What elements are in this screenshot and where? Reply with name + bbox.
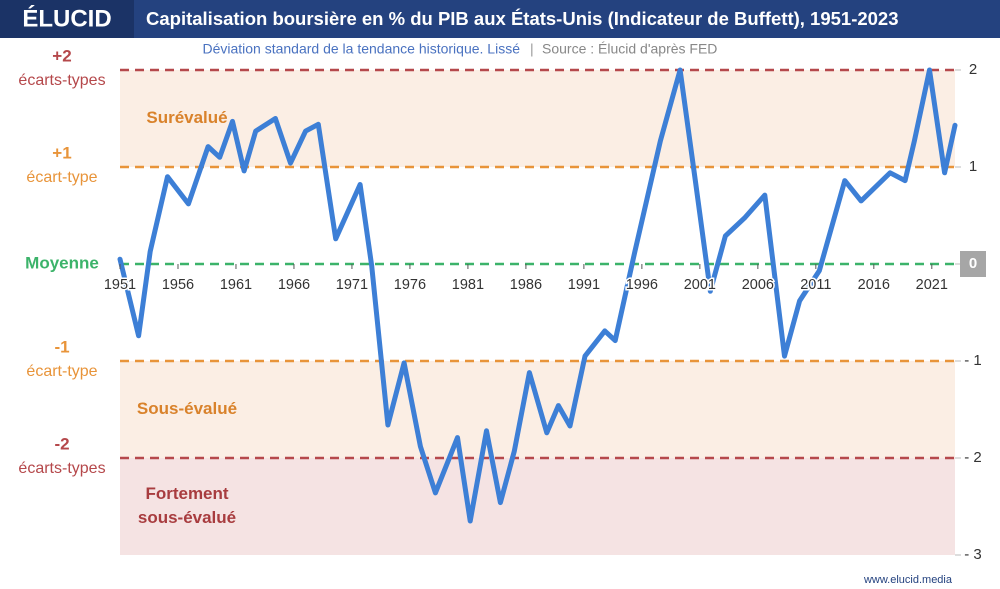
x-tick-label: 1986 <box>510 277 542 293</box>
subtitle: Déviation standard de la tendance histor… <box>202 41 520 57</box>
reference-label: +2 <box>52 46 71 65</box>
zone-label: Surévalué <box>146 108 227 127</box>
separator: | <box>530 41 534 57</box>
y-tick-label: 1 <box>969 158 977 175</box>
y-tick-label: - 2 <box>964 449 982 466</box>
source: Source : Élucid d'après FED <box>542 41 717 57</box>
reference-label: écarts-types <box>18 72 105 89</box>
y-tick-label: 0 <box>969 255 977 272</box>
zone <box>120 70 955 167</box>
x-tick-label: 2011 <box>800 277 831 293</box>
brand: ÉLUCID <box>22 4 111 32</box>
zone-label: sous-évalué <box>138 508 236 527</box>
reference-label: -1 <box>54 337 69 356</box>
plot: Surévalué Sous-évalué Fortement sous-évalué… <box>18 46 986 563</box>
chart-title: Capitalisation boursière en % du PIB aux… <box>146 8 899 29</box>
x-tick-label: 2001 <box>684 277 716 293</box>
y-tick-label: 2 <box>969 61 977 78</box>
reference-label: +1 <box>52 143 71 162</box>
x-tick-label: 1966 <box>278 277 310 293</box>
reference-label: -2 <box>54 434 69 453</box>
footer-bar <box>0 572 1000 589</box>
y-tick-label: - 3 <box>964 546 982 563</box>
footer: www.elucid.media <box>863 574 953 586</box>
x-tick-label: 1996 <box>626 277 658 293</box>
x-tick-label: 1981 <box>452 277 484 293</box>
x-tick-label: 1991 <box>568 277 600 293</box>
reference-label: écarts-types <box>18 460 105 477</box>
zone <box>120 458 955 555</box>
reference-label: Moyenne <box>25 253 99 272</box>
x-tick-label: 1956 <box>162 277 194 293</box>
series-line <box>117 67 958 524</box>
x-tick-label: 1961 <box>220 277 252 293</box>
x-tick-label: 2016 <box>858 277 890 293</box>
brand-box <box>0 0 134 38</box>
zero-box <box>960 251 986 277</box>
reference-label: écart-type <box>26 363 97 380</box>
zone-label: Sous-évalué <box>137 399 237 418</box>
zone-label: Fortement <box>145 484 228 503</box>
x-tick-label: 1971 <box>336 277 368 293</box>
y-tick-label: - 1 <box>964 352 982 369</box>
x-tick-label: 2006 <box>742 277 774 293</box>
x-tick-label: 1951 <box>104 277 136 293</box>
x-tick-label: 2021 <box>916 277 948 293</box>
header-bar <box>0 0 1000 38</box>
x-tick-label: 1976 <box>394 277 426 293</box>
reference-label: écart-type <box>26 169 97 186</box>
